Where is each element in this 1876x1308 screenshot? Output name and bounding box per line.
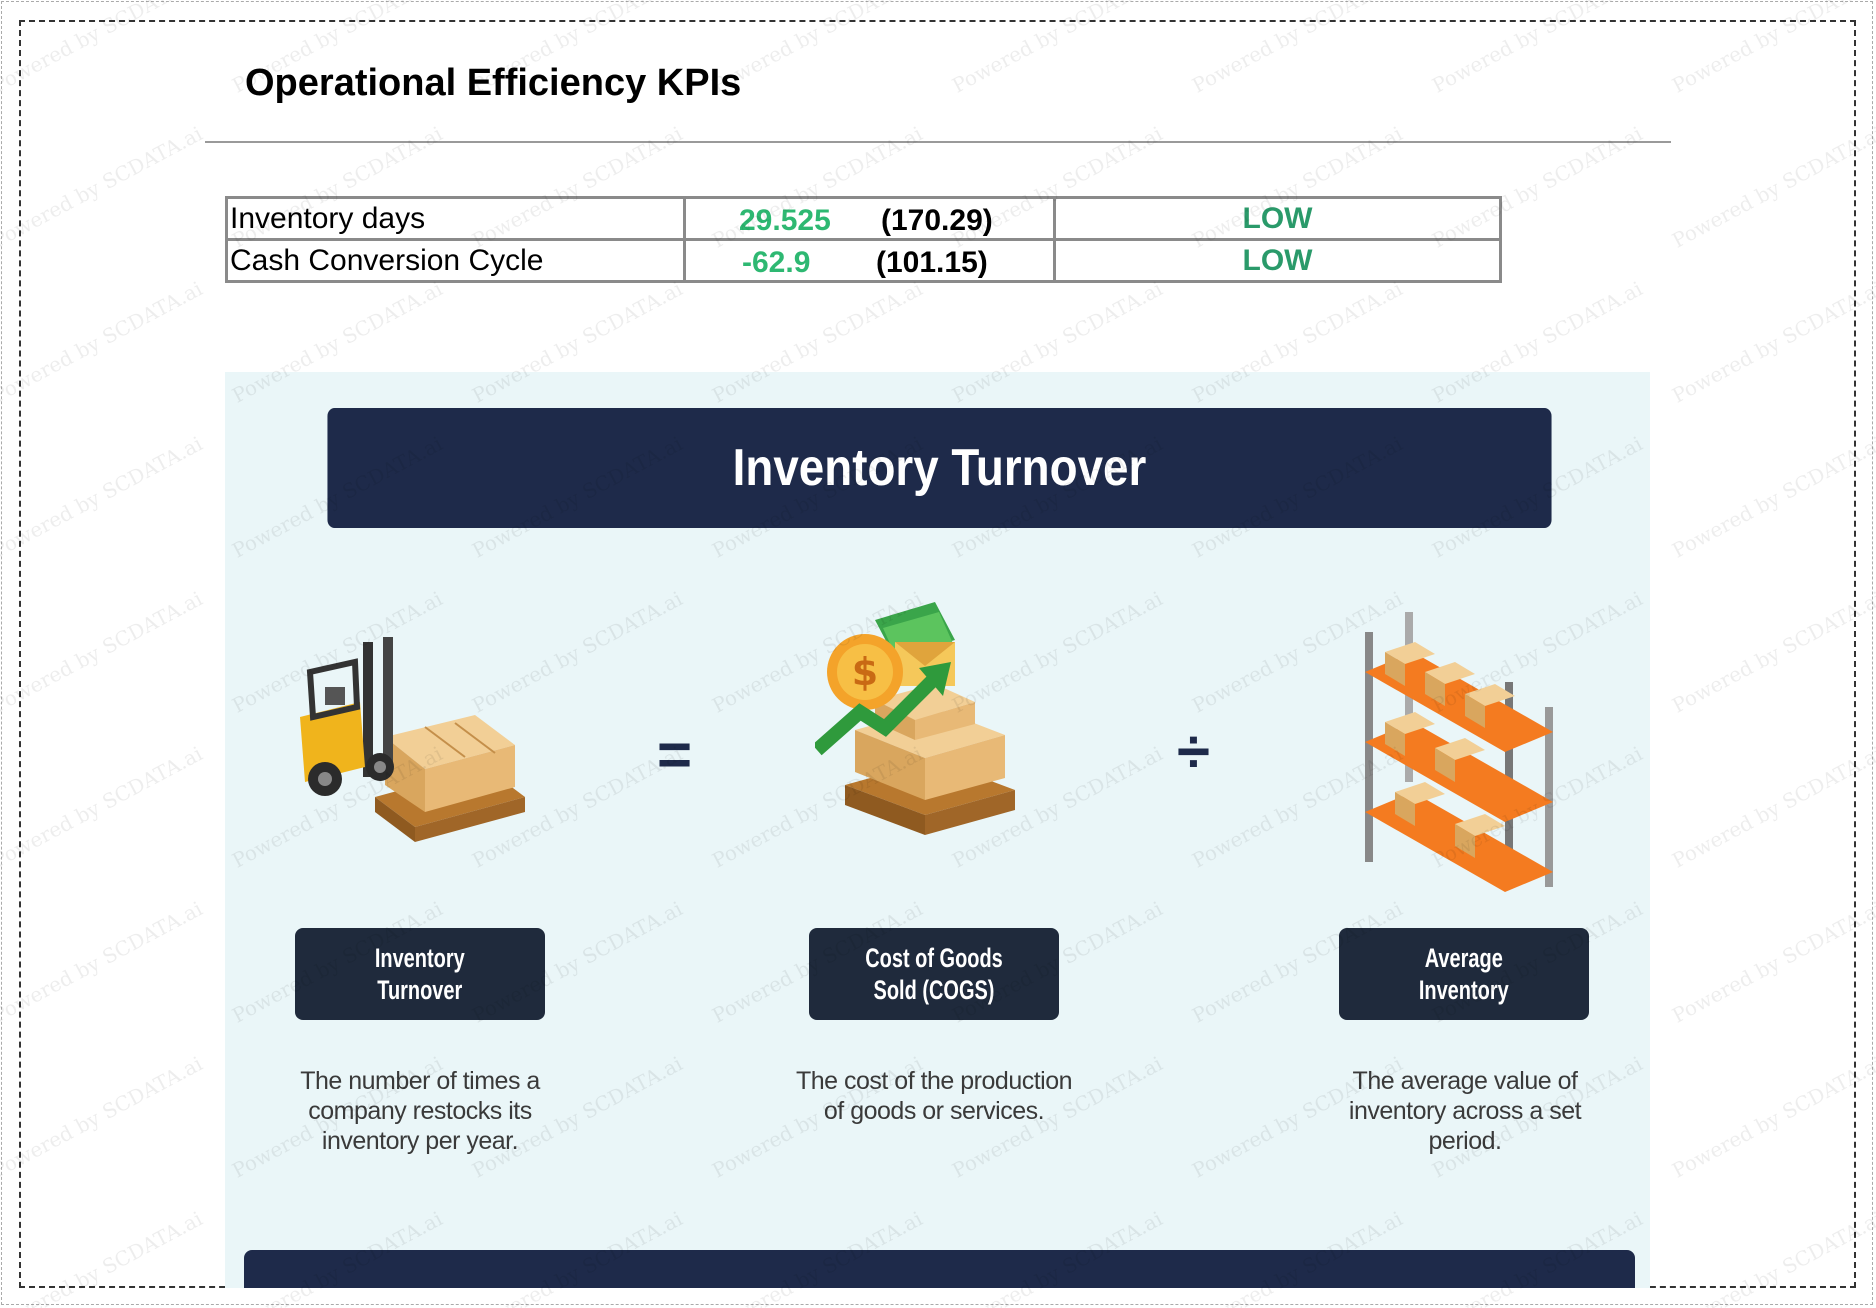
label-cogs: Cost of Goods Sold (COGS) — [809, 928, 1059, 1020]
description-inventory-turnover: The number of times a company restocks i… — [260, 1066, 580, 1156]
label-line: Average — [1424, 943, 1504, 973]
kpi-table: Inventory days 29.525 (170.29) LOW Cash … — [225, 196, 1502, 283]
divide-operator: ÷ — [1177, 718, 1210, 785]
description-average-inventory: The average value of inventory across a … — [1305, 1066, 1625, 1156]
description-line: The average value of — [1352, 1067, 1578, 1095]
label-inventory-turnover: Inventory Turnover — [295, 928, 545, 1020]
description-line: The cost of the production — [795, 1067, 1073, 1095]
kpi-status: LOW — [1053, 238, 1502, 283]
description-line: The number of times a — [300, 1067, 540, 1095]
kpi-benchmark: (170.29) — [881, 204, 993, 237]
kpi-benchmark: (101.15) — [876, 246, 988, 279]
label-line: Cost of Goods — [865, 943, 1003, 973]
warehouse-shelf-icon — [1365, 612, 1553, 892]
label-line: Inventory — [375, 943, 465, 973]
infographic-title: Inventory Turnover — [732, 439, 1147, 497]
next-section-banner — [244, 1250, 1635, 1288]
kpi-name: Inventory days — [225, 196, 686, 241]
kpi-value: 29.525 — [739, 204, 831, 237]
kpi-status: LOW — [1053, 196, 1502, 241]
description-line: of goods or services. — [823, 1097, 1045, 1125]
description-line: period. — [1428, 1127, 1502, 1155]
equals-operator: = — [657, 721, 693, 788]
description-line: inventory across a set — [1348, 1097, 1582, 1125]
label-line: Sold (COGS) — [873, 975, 995, 1005]
kpi-value-cell: -62.9 (101.15) — [683, 238, 1056, 283]
table-row: Inventory days 29.525 (170.29) LOW — [225, 196, 1502, 241]
label-average-inventory: Average Inventory — [1339, 928, 1589, 1020]
kpi-value: -62.9 — [742, 246, 811, 279]
kpi-value-cell: 29.525 (170.29) — [683, 196, 1056, 241]
inventory-turnover-infographic: Inventory Turnover = — [225, 372, 1650, 1288]
description-line: company restocks its — [308, 1097, 532, 1125]
page-title: Operational Efficiency KPIs — [245, 62, 742, 104]
table-row: Cash Conversion Cycle -62.9 (101.15) LOW — [225, 238, 1502, 283]
label-line: Turnover — [377, 975, 463, 1005]
infographic-title-banner: Inventory Turnover — [327, 408, 1552, 528]
kpi-name: Cash Conversion Cycle — [225, 238, 686, 283]
label-line: Inventory — [1419, 975, 1509, 1005]
svg-text:$: $ — [852, 650, 878, 694]
description-cogs: The cost of the production of goods or s… — [774, 1066, 1094, 1126]
description-line: inventory per year. — [321, 1127, 519, 1155]
money-boxes-icon: $ — [815, 602, 1015, 835]
forklift-icon — [300, 637, 525, 842]
title-divider — [205, 141, 1671, 143]
